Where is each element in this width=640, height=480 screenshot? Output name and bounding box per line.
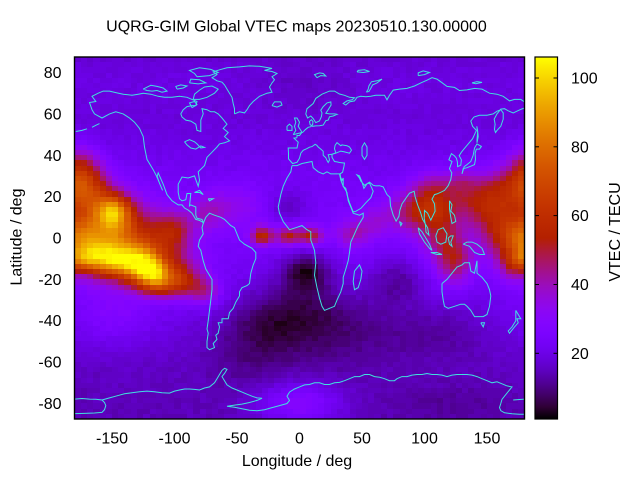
svg-text:0: 0 [295, 431, 304, 448]
svg-text:-80: -80 [38, 396, 61, 413]
svg-text:80: 80 [44, 65, 62, 82]
svg-text:50: 50 [353, 431, 371, 448]
svg-text:40: 40 [44, 148, 62, 165]
svg-text:-60: -60 [38, 355, 61, 372]
svg-text:VTEC / TECU: VTEC / TECU [607, 182, 624, 281]
svg-text:-20: -20 [38, 272, 61, 289]
svg-text:0: 0 [53, 231, 62, 248]
svg-text:20: 20 [44, 189, 62, 206]
svg-text:100: 100 [571, 71, 598, 88]
svg-text:-150: -150 [96, 431, 128, 448]
svg-text:60: 60 [571, 208, 589, 225]
svg-text:-100: -100 [158, 431, 190, 448]
svg-text:-40: -40 [38, 313, 61, 330]
svg-text:-50: -50 [225, 431, 248, 448]
svg-text:150: 150 [474, 431, 501, 448]
svg-text:Longitude / deg: Longitude / deg [242, 453, 352, 470]
svg-text:80: 80 [571, 139, 589, 156]
svg-text:100: 100 [411, 431, 438, 448]
svg-text:Latitude / deg: Latitude / deg [9, 189, 26, 286]
svg-text:UQRG-GIM Global VTEC maps 2023: UQRG-GIM Global VTEC maps 20230510.130.0… [106, 19, 487, 36]
svg-text:40: 40 [571, 277, 589, 294]
svg-text:60: 60 [44, 106, 62, 123]
svg-text:20: 20 [571, 346, 589, 363]
